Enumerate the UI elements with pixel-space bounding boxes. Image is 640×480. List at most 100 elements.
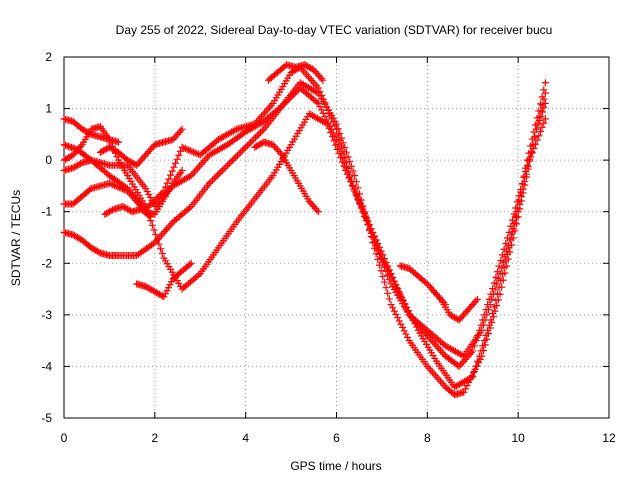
data-point bbox=[74, 234, 82, 241]
data-point bbox=[484, 330, 492, 338]
data-point bbox=[389, 304, 397, 312]
data-point bbox=[65, 154, 73, 162]
series-track-11 bbox=[251, 138, 322, 216]
data-point bbox=[375, 246, 383, 254]
data-point bbox=[72, 233, 80, 241]
data-point bbox=[535, 117, 543, 125]
data-point bbox=[109, 181, 117, 189]
data-point bbox=[380, 278, 388, 286]
data-point bbox=[121, 203, 129, 211]
data-point bbox=[478, 352, 486, 360]
data-point bbox=[524, 165, 532, 173]
data-point bbox=[535, 107, 543, 115]
data-point bbox=[346, 158, 354, 166]
data-point bbox=[165, 175, 173, 183]
data-point bbox=[164, 284, 172, 292]
data-point bbox=[476, 355, 484, 363]
data-point bbox=[166, 281, 174, 289]
data-point bbox=[142, 151, 150, 159]
data-point bbox=[333, 120, 340, 128]
data-point bbox=[302, 62, 310, 70]
data-point bbox=[157, 291, 165, 299]
data-point bbox=[385, 295, 393, 303]
data-point bbox=[136, 158, 144, 166]
data-point bbox=[345, 174, 353, 182]
data-point bbox=[167, 171, 175, 179]
data-point bbox=[392, 310, 400, 318]
data-point bbox=[540, 86, 548, 94]
data-point bbox=[351, 189, 359, 197]
data-point bbox=[313, 88, 321, 96]
data-point bbox=[80, 126, 88, 134]
data-point bbox=[74, 161, 82, 169]
data-point bbox=[435, 294, 443, 302]
data-point bbox=[535, 132, 543, 140]
x-tick-label: 10 bbox=[511, 431, 525, 445]
data-point bbox=[140, 153, 148, 161]
series-track-13 bbox=[428, 285, 481, 324]
data-point bbox=[413, 323, 421, 331]
data-point bbox=[517, 197, 525, 205]
data-point bbox=[521, 181, 529, 189]
data-point bbox=[425, 282, 433, 290]
data-point bbox=[258, 127, 266, 135]
data-point bbox=[77, 142, 85, 150]
data-point bbox=[468, 372, 476, 380]
data-point bbox=[74, 146, 82, 154]
data-point bbox=[149, 200, 157, 208]
data-point bbox=[174, 130, 182, 138]
data-point bbox=[340, 162, 348, 170]
data-point bbox=[314, 71, 322, 79]
data-point bbox=[504, 255, 512, 263]
data-point bbox=[328, 133, 336, 141]
data-point bbox=[380, 257, 388, 265]
data-point bbox=[220, 165, 228, 173]
data-point bbox=[66, 153, 74, 161]
data-point bbox=[317, 74, 325, 82]
data-point bbox=[177, 127, 185, 135]
data-point bbox=[146, 194, 154, 202]
data-point bbox=[89, 245, 97, 253]
data-point bbox=[233, 151, 241, 159]
data-point bbox=[382, 284, 390, 292]
data-point bbox=[217, 168, 225, 176]
data-point bbox=[499, 276, 507, 284]
data-point bbox=[231, 126, 239, 134]
data-point bbox=[541, 99, 549, 107]
data-point bbox=[319, 76, 327, 84]
data-point bbox=[494, 296, 502, 304]
data-point bbox=[210, 174, 218, 182]
data-point bbox=[486, 301, 494, 309]
data-point bbox=[390, 307, 398, 315]
data-point bbox=[472, 297, 480, 305]
data-point bbox=[341, 143, 349, 151]
data-point bbox=[169, 136, 177, 144]
data-point bbox=[374, 256, 382, 264]
y-tick-label: 2 bbox=[45, 50, 52, 64]
data-point bbox=[463, 382, 471, 390]
data-point bbox=[337, 154, 345, 162]
data-point bbox=[167, 278, 175, 286]
data-point bbox=[475, 359, 483, 367]
data-point bbox=[195, 271, 203, 279]
data-point bbox=[469, 301, 477, 309]
data-point bbox=[513, 220, 521, 228]
data-point bbox=[152, 289, 160, 297]
data-point bbox=[92, 246, 100, 254]
data-point bbox=[529, 141, 537, 149]
data-point bbox=[350, 185, 358, 193]
data-point bbox=[423, 280, 431, 288]
data-point bbox=[491, 285, 499, 293]
data-point bbox=[124, 205, 132, 213]
data-point bbox=[119, 203, 127, 211]
data-point bbox=[434, 292, 442, 300]
data-point bbox=[343, 170, 351, 178]
data-point bbox=[514, 213, 522, 221]
data-point bbox=[409, 316, 417, 324]
data-point bbox=[143, 283, 151, 291]
data-point bbox=[238, 147, 246, 155]
data-point bbox=[237, 148, 245, 156]
data-point bbox=[449, 313, 457, 321]
